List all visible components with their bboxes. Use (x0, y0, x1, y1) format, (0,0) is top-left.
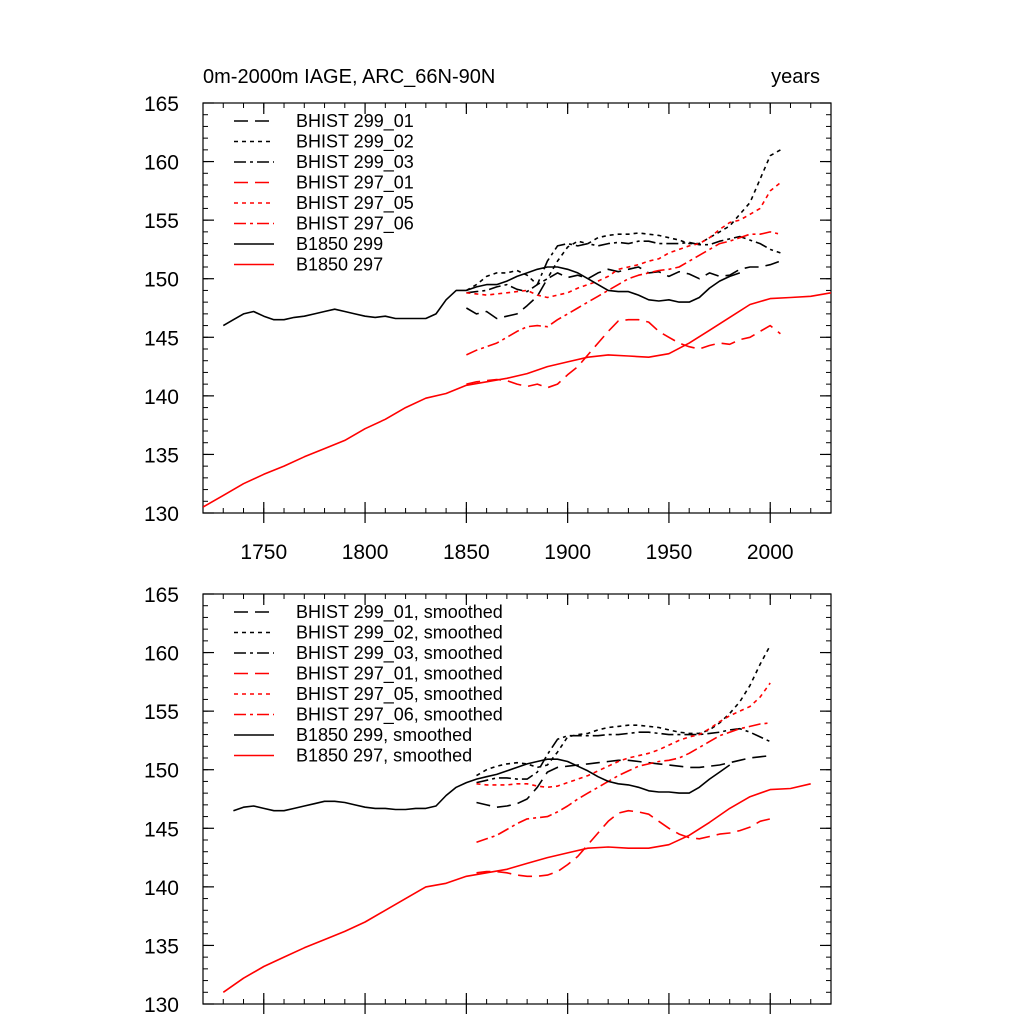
series-line (476, 809, 771, 878)
series-line (466, 318, 781, 389)
legend-label: BHIST 299_03 (296, 152, 414, 173)
legend-label: BHIST 299_01, smoothed (296, 602, 503, 623)
series-line (476, 682, 771, 789)
y-tick-label: 160 (144, 152, 179, 175)
y-tick-label: 155 (144, 701, 179, 724)
y-tick-label: 140 (144, 877, 179, 900)
series-line (476, 727, 771, 784)
x-tick-label: 1800 (342, 541, 389, 564)
legend-label: B1850 297 (296, 255, 383, 275)
y-tick-label: 150 (144, 760, 179, 783)
y-tick-label: 140 (144, 386, 179, 409)
y-tick-label: 145 (144, 818, 179, 841)
x-tick-label: 2000 (747, 541, 794, 564)
x-tick-label: 1950 (646, 541, 693, 564)
series-line (233, 758, 731, 812)
x-tick-label: 1900 (544, 541, 591, 564)
legend-label: BHIST 297_01, smoothed (296, 664, 503, 685)
x-tick-label: 1850 (443, 541, 490, 564)
panel-bottom: 130 135 140 145 150 155 160 165 BHIST 299_01, sm… (144, 584, 832, 1017)
y-tick-label: 160 (144, 643, 179, 666)
legend-label: BHIST 299_01 (296, 111, 414, 132)
y-tick-label: 145 (144, 327, 179, 350)
y-tick-label: 155 (144, 210, 179, 233)
y-tick-label: 130 (144, 503, 179, 526)
panel-top: 0m-2000m IAGE, ARC_66N-90N years 1750 180… (144, 66, 832, 564)
y-tick-label: 135 (144, 444, 179, 467)
series-line (203, 292, 831, 508)
legend-label: B1850 297, smoothed (296, 746, 472, 766)
legend-label: BHIST 297_05, smoothed (296, 684, 503, 705)
series-line (466, 231, 781, 356)
series-line (466, 235, 781, 294)
legend-label: BHIST 299_03, smoothed (296, 643, 503, 664)
plot-frame (202, 102, 832, 514)
plot-frame (202, 593, 832, 1005)
chart-units-label: years (771, 66, 820, 88)
y-tick-label: 150 (144, 269, 179, 292)
y-tick-label: 165 (144, 93, 179, 116)
series-line (222, 266, 741, 327)
legend-label: BHIST 297_01 (296, 173, 414, 194)
series-line (466, 149, 781, 292)
x-tick-label: 1750 (240, 541, 287, 564)
chart-title: 0m-2000m IAGE, ARC_66N-90N (203, 66, 495, 88)
y-tick-label: 165 (144, 584, 179, 607)
legend-label: B1850 299, smoothed (296, 725, 472, 745)
series-line (222, 783, 811, 993)
series-line (476, 722, 771, 844)
series-line (476, 754, 771, 808)
series-line (476, 645, 771, 777)
series-line (465, 260, 781, 320)
legend-label: BHIST 299_02 (296, 132, 414, 153)
legend-label: BHIST 299_02, smoothed (296, 623, 503, 644)
y-tick-label: 135 (144, 935, 179, 958)
y-tick-label: 130 (144, 994, 179, 1017)
legend-label: BHIST 297_05 (296, 193, 414, 214)
legend-label: BHIST 297_06, smoothed (296, 705, 503, 726)
series-line (466, 182, 781, 299)
legend-label: BHIST 297_06 (296, 214, 414, 235)
legend-label: B1850 299 (296, 234, 383, 254)
